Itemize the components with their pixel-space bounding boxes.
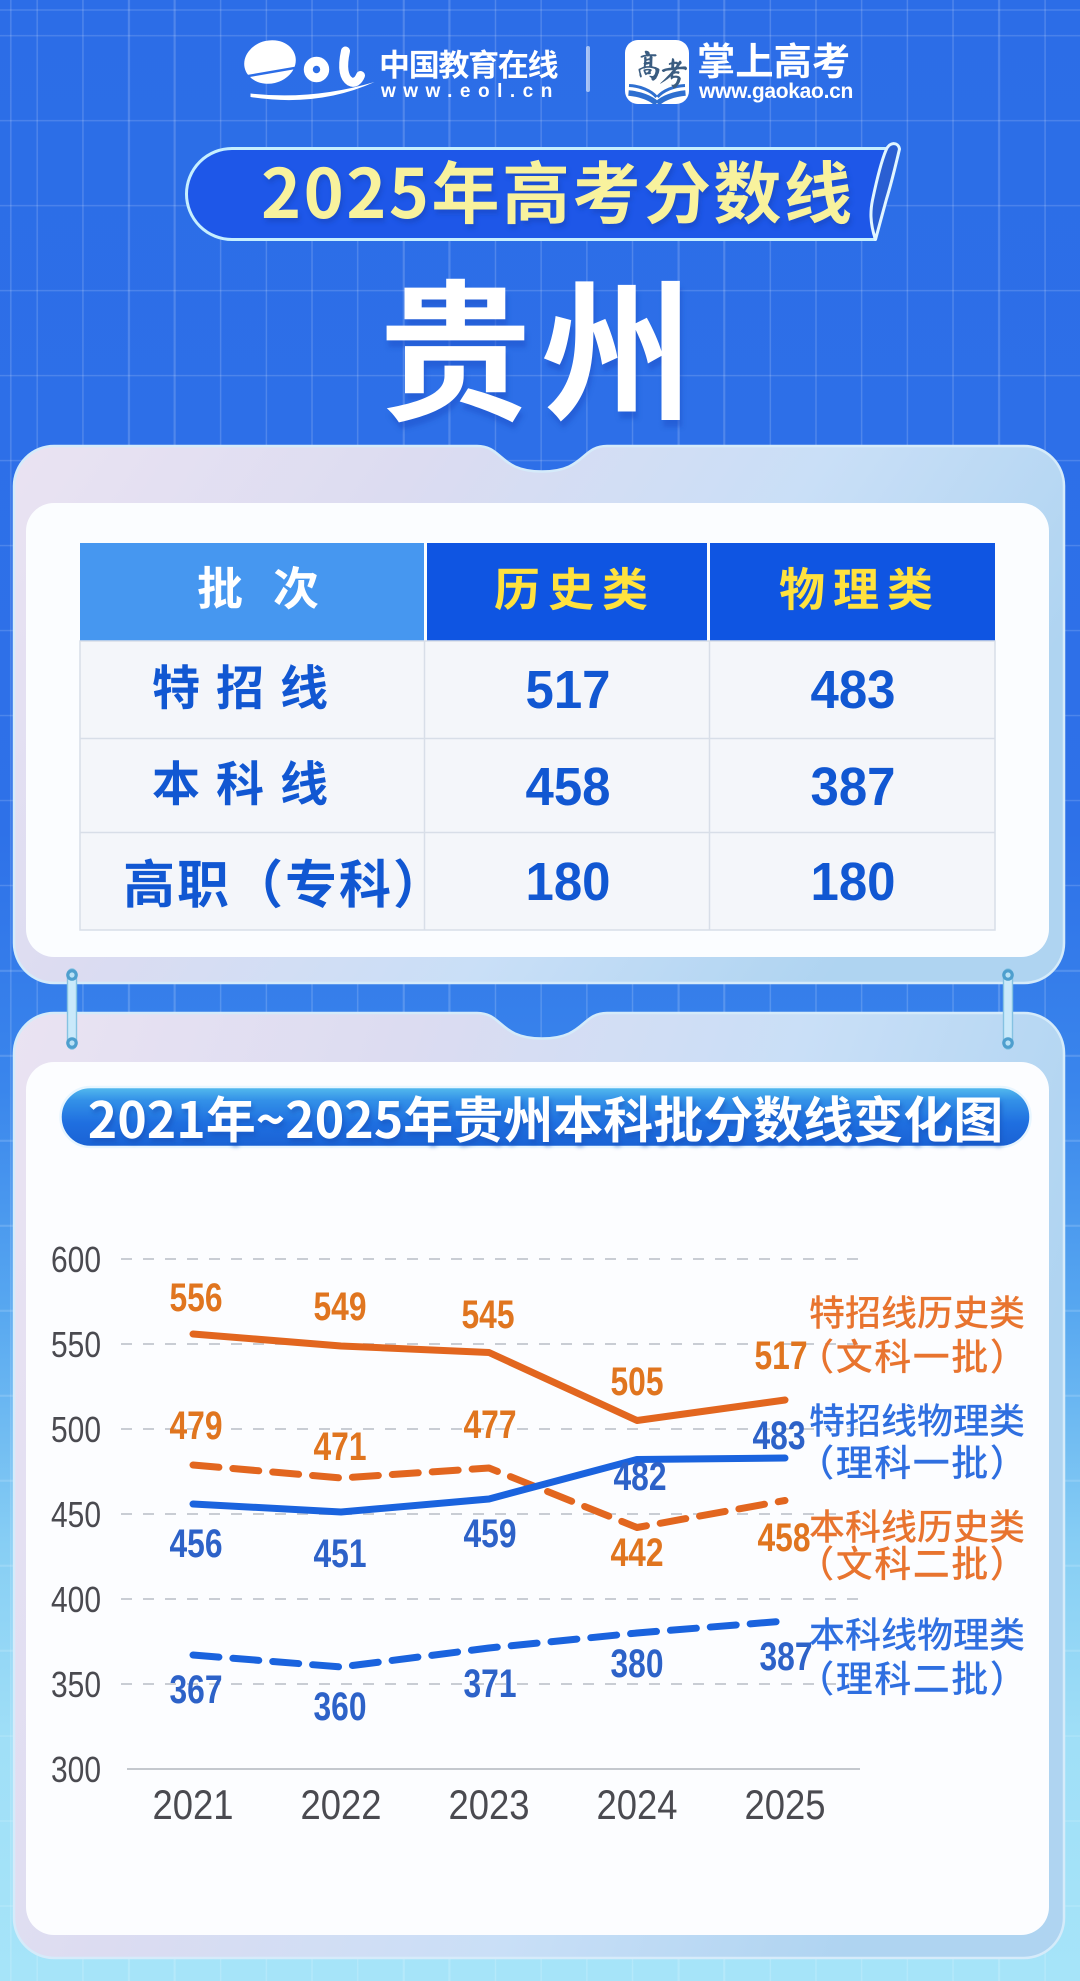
svg-text:517: 517 [755,1334,808,1378]
svg-text:458: 458 [758,1516,811,1560]
svg-text:477: 477 [464,1403,517,1447]
svg-text:505: 505 [611,1360,664,1404]
svg-text:400: 400 [51,1579,101,1620]
svg-text:471: 471 [314,1425,367,1469]
svg-text:458: 458 [526,757,611,817]
svg-text:www.gaokao.cn: www.gaokao.cn [698,80,853,103]
svg-text:556: 556 [170,1276,223,1320]
svg-text:442: 442 [611,1531,664,1575]
svg-text:483: 483 [753,1414,806,1458]
svg-text:550: 550 [51,1324,101,1365]
svg-text:387: 387 [760,1635,813,1679]
svg-text:380: 380 [611,1642,664,1686]
svg-text:2025: 2025 [745,1781,826,1828]
svg-text:456: 456 [170,1522,223,1566]
svg-text:367: 367 [170,1668,223,1712]
svg-text:360: 360 [314,1685,367,1729]
svg-text:180: 180 [526,852,611,912]
svg-text:545: 545 [462,1293,515,1337]
svg-text:2022: 2022 [301,1781,382,1828]
svg-text:450: 450 [51,1494,101,1535]
svg-text:350: 350 [51,1664,101,1705]
svg-text:500: 500 [51,1409,101,1450]
svg-text:459: 459 [464,1512,517,1556]
svg-text:300: 300 [51,1749,101,1790]
svg-text:482: 482 [614,1455,667,1499]
svg-text:2024: 2024 [597,1781,678,1828]
svg-text:2023: 2023 [449,1781,530,1828]
svg-text:451: 451 [314,1532,367,1576]
svg-text:517: 517 [526,660,611,720]
svg-text:371: 371 [464,1662,517,1706]
svg-text:www.eol.cn: www.eol.cn [380,81,560,102]
svg-text:387: 387 [811,757,896,817]
svg-text:549: 549 [314,1285,367,1329]
svg-text:479: 479 [170,1404,223,1448]
svg-text:600: 600 [51,1239,101,1280]
svg-text:483: 483 [811,660,896,720]
svg-text:2021: 2021 [153,1781,234,1828]
svg-text:180: 180 [811,852,896,912]
